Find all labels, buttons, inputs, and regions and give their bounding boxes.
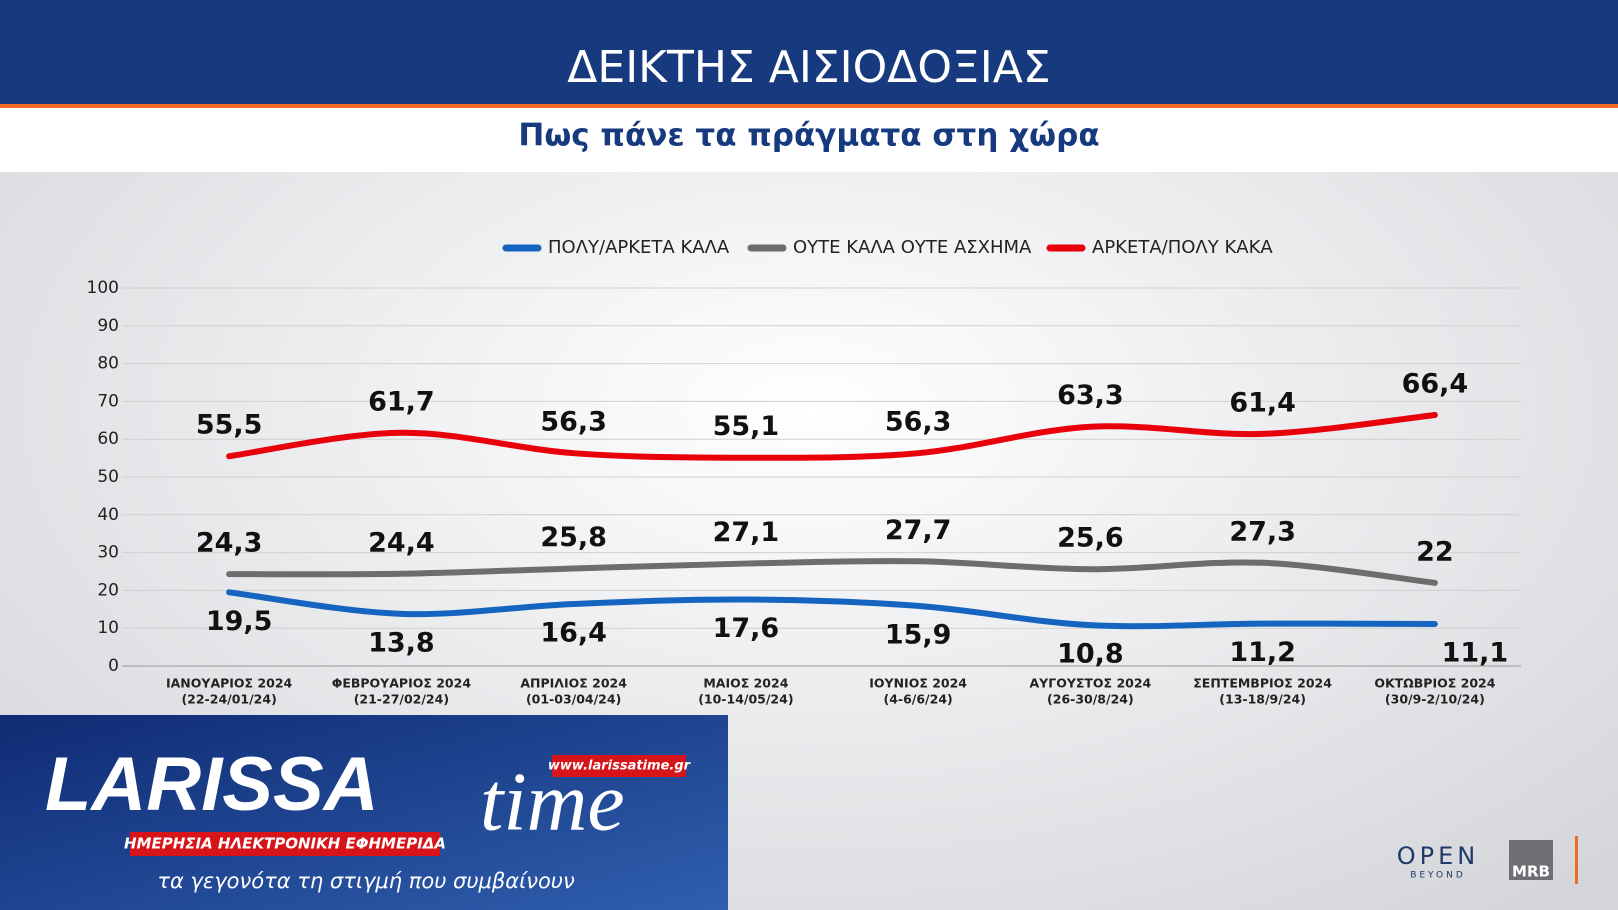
- data-label: 66,4: [1402, 369, 1469, 400]
- data-label: 24,3: [196, 528, 263, 559]
- channel-sub: BEYOND: [1410, 871, 1466, 881]
- channel-logo: OPEN: [1397, 842, 1479, 870]
- pollster-accent: [1575, 836, 1578, 884]
- header-accent: [0, 104, 1618, 108]
- x-tick-note: (26-30/8/24): [1047, 692, 1134, 707]
- y-tick-label: 80: [97, 354, 119, 374]
- header-band: [0, 0, 1618, 104]
- x-tick-label: ΑΥΓΟΥΣΤΟΣ 2024: [1030, 676, 1152, 691]
- logo-background: [0, 715, 728, 910]
- legend-label: ΑΡΚΕΤΑ/ΠΟΛΥ ΚΑΚΑ: [1092, 237, 1273, 258]
- data-label: 61,7: [368, 386, 435, 417]
- data-label: 63,3: [1057, 380, 1124, 411]
- y-tick-label: 30: [97, 543, 119, 563]
- subtitle-band: [0, 108, 1618, 172]
- x-tick-label: ΙΟΥΝΙΟΣ 2024: [869, 676, 967, 691]
- data-label: 56,3: [885, 407, 952, 438]
- y-tick-label: 90: [97, 316, 119, 336]
- y-tick-label: 70: [97, 391, 119, 411]
- x-tick-note: (10-14/05/24): [698, 692, 793, 707]
- x-tick-label: ΟΚΤΩΒΡΙΟΣ 2024: [1374, 676, 1495, 691]
- pollster-logo: MRB: [1512, 863, 1550, 881]
- y-tick-label: 60: [97, 429, 119, 449]
- logo-main: LARISSA: [45, 742, 379, 827]
- x-tick-label: ΜΑΙΟΣ 2024: [703, 676, 788, 691]
- y-tick-label: 10: [97, 618, 119, 638]
- x-tick-note: (13-18/9/24): [1219, 692, 1306, 707]
- data-label: 15,9: [885, 619, 952, 650]
- x-tick-note: (01-03/04/24): [526, 692, 621, 707]
- data-label: 16,4: [540, 618, 607, 649]
- x-tick-note: (30/9-2/10/24): [1385, 692, 1485, 707]
- data-label: 55,5: [196, 410, 263, 441]
- url-badge: [552, 755, 686, 777]
- data-label: 11,2: [1229, 637, 1296, 668]
- y-tick-label: 20: [97, 580, 119, 600]
- data-label: 27,1: [713, 517, 780, 548]
- x-tick-note: (21-27/02/24): [354, 692, 449, 707]
- x-tick-label: ΦΕΒΡΟΥΑΡΙΟΣ 2024: [332, 676, 472, 691]
- logo-box: LARISSA time www.larissatime.gr ΗΜΕΡΗΣΙΑ…: [0, 715, 728, 910]
- data-label: 10,8: [1057, 639, 1124, 670]
- data-label: 55,1: [713, 411, 780, 442]
- x-tick-label: ΙΑΝΟΥΑΡΙΟΣ 2024: [166, 676, 293, 691]
- y-tick-label: 50: [97, 467, 119, 487]
- tagline-badge: [130, 832, 440, 856]
- data-label: 56,3: [540, 407, 607, 438]
- y-tick-label: 0: [108, 656, 119, 676]
- data-label: 17,6: [713, 613, 780, 644]
- pollster-logo-box: [1509, 840, 1553, 880]
- data-label: 27,7: [885, 515, 952, 546]
- series-line: [226, 558, 1438, 586]
- legend-label: ΠΟΛΥ/ΑΡΚΕΤΑ ΚΑΛΑ: [548, 237, 730, 258]
- data-label: 22: [1416, 536, 1454, 567]
- x-tick-label: ΑΠΡΙΛΙΟΣ 2024: [520, 676, 627, 691]
- series-line: [226, 412, 1438, 461]
- legend-label: ΟΥΤΕ ΚΑΛΑ ΟΥΤΕ ΑΣΧΗΜΑ: [793, 237, 1032, 258]
- data-label: 13,8: [368, 627, 435, 658]
- data-label: 19,5: [206, 606, 273, 637]
- x-tick-label: ΣΕΠΤΕΜΒΡΙΟΣ 2024: [1193, 676, 1332, 691]
- data-label: 25,8: [540, 522, 607, 553]
- logo-tagline: ΗΜΕΡΗΣΙΑ ΗΛΕΚΤΡΟΝΙΚΗ ΕΦΗΜΕΡΙΔΑ: [124, 835, 446, 853]
- y-tick-label: 100: [87, 278, 119, 298]
- x-tick-note: (22-24/01/24): [181, 692, 276, 707]
- x-tick-note: (4-6/6/24): [884, 692, 953, 707]
- data-label: 25,6: [1057, 523, 1124, 554]
- data-label: 61,4: [1229, 387, 1296, 418]
- data-label: 11,1: [1442, 638, 1509, 669]
- chart-subtitle: Πως πάνε τα πράγματα στη χώρα: [518, 118, 1099, 154]
- logo-slogan: τα γεγονότα τη στιγμή που συμβαίνουν: [157, 869, 575, 893]
- data-label: 27,3: [1229, 516, 1296, 547]
- data-label: 24,4: [368, 527, 435, 558]
- logo-url: www.larissatime.gr: [548, 759, 692, 774]
- y-tick-label: 40: [97, 505, 119, 525]
- chart-title: ΔΕΙΚΤΗΣ ΑΙΣΙΟΔΟΞΙΑΣ: [567, 42, 1050, 93]
- series-line: [226, 589, 1438, 630]
